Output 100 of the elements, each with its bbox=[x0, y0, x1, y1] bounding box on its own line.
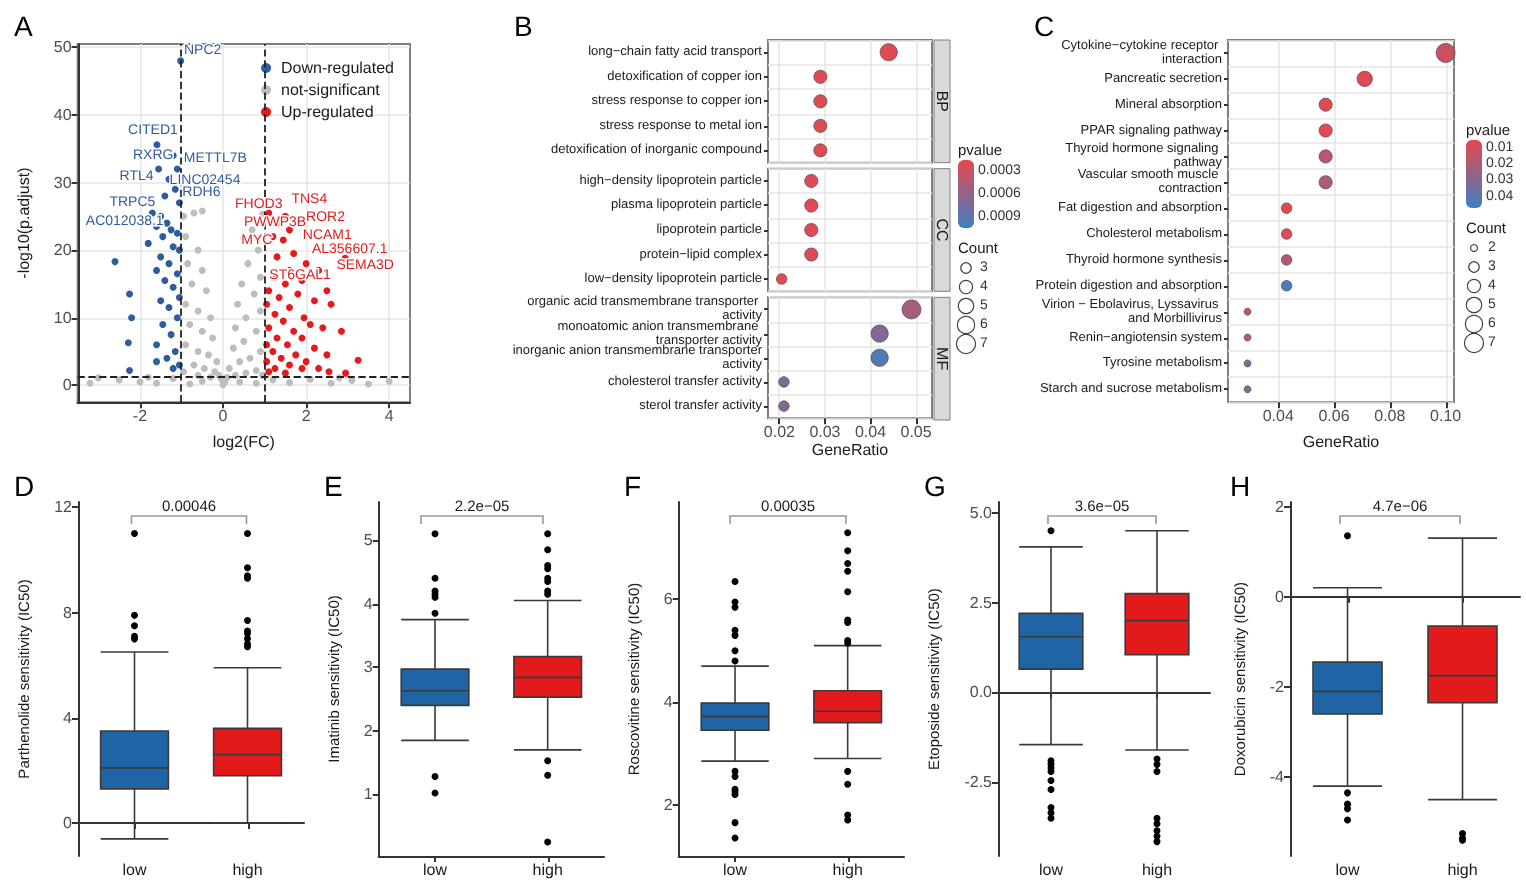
y-tick-label: 12 bbox=[54, 498, 74, 517]
point bbox=[111, 258, 119, 266]
point bbox=[153, 141, 161, 149]
y-tick-label: 2 bbox=[363, 721, 374, 740]
x-tick-label: 0.10 bbox=[1430, 407, 1463, 426]
point bbox=[273, 253, 281, 261]
chart-title: H bbox=[1230, 470, 1251, 502]
point bbox=[265, 368, 273, 376]
x-tick-label: -2 bbox=[132, 407, 149, 426]
point bbox=[275, 293, 283, 301]
x-tick-label: 0.06 bbox=[1318, 407, 1351, 426]
x-axis-title: GeneRatio bbox=[811, 441, 890, 459]
point bbox=[298, 364, 306, 372]
x-tick-label: low bbox=[1335, 861, 1360, 879]
point bbox=[126, 366, 134, 374]
point bbox=[277, 354, 285, 362]
y-tick-label: 4 bbox=[363, 594, 374, 613]
y-tick-label: 2 bbox=[663, 795, 674, 814]
legend-label: Down-regulated bbox=[281, 59, 395, 77]
y-tick-label: 2.5 bbox=[969, 593, 994, 612]
point bbox=[126, 290, 134, 298]
point bbox=[292, 351, 300, 359]
y-tick-label: 30 bbox=[53, 173, 73, 192]
point bbox=[310, 344, 318, 352]
point bbox=[269, 348, 277, 356]
chart-title: D bbox=[14, 470, 35, 502]
x-tick-label: high bbox=[832, 861, 863, 879]
point bbox=[163, 354, 171, 362]
x-tick-label: 4 bbox=[384, 407, 395, 426]
point bbox=[300, 314, 308, 322]
point bbox=[283, 341, 291, 349]
point bbox=[337, 327, 345, 335]
y-tick-label: 20 bbox=[53, 241, 73, 260]
point bbox=[286, 361, 293, 369]
y-tick-label: 2 bbox=[1275, 497, 1286, 516]
y-tick-label: 0.0 bbox=[969, 683, 994, 702]
x-tick-label: high bbox=[1447, 861, 1478, 879]
point bbox=[144, 239, 152, 247]
point bbox=[286, 304, 293, 312]
y-tick-label: -2 bbox=[1269, 677, 1286, 696]
x-tick-label: 0.03 bbox=[809, 423, 842, 442]
y-tick-label: 10 bbox=[53, 308, 73, 327]
x-tick-label: 0 bbox=[218, 407, 229, 426]
point bbox=[169, 243, 177, 251]
x-tick-label: high bbox=[532, 861, 563, 879]
point bbox=[165, 260, 173, 268]
point bbox=[290, 250, 298, 258]
y-tick-label: -2.5 bbox=[964, 773, 994, 792]
annotation: BP bbox=[933, 90, 951, 113]
y-tick-label: 8 bbox=[63, 603, 74, 622]
y-tick-label: 0 bbox=[1275, 587, 1286, 606]
point bbox=[302, 260, 310, 268]
point bbox=[271, 310, 279, 318]
point bbox=[325, 368, 333, 376]
legend-label: not-significant bbox=[281, 81, 382, 99]
point bbox=[169, 364, 177, 372]
point bbox=[342, 369, 350, 377]
point bbox=[159, 320, 167, 328]
y-tick-label: 6 bbox=[663, 590, 674, 609]
point bbox=[171, 348, 179, 356]
point bbox=[271, 364, 279, 372]
point bbox=[323, 351, 331, 359]
point bbox=[315, 364, 323, 372]
point bbox=[153, 266, 161, 274]
x-tick-label: 0.02 bbox=[763, 423, 797, 442]
point bbox=[327, 300, 335, 308]
point bbox=[279, 236, 287, 244]
legend-label: Up-regulated bbox=[281, 103, 374, 121]
x-axis-title: GeneRatio bbox=[1302, 433, 1381, 451]
point bbox=[290, 327, 298, 335]
point bbox=[153, 358, 161, 366]
point bbox=[173, 314, 181, 322]
y-tick-label: 4 bbox=[63, 708, 74, 727]
x-tick-label: 0.05 bbox=[900, 423, 933, 442]
x-tick-label: low bbox=[423, 861, 448, 879]
x-tick-label: high bbox=[1141, 861, 1173, 879]
y-tick-label: 0 bbox=[62, 376, 73, 395]
point bbox=[294, 290, 302, 298]
y-tick-label: 50 bbox=[53, 38, 73, 57]
point bbox=[265, 287, 273, 295]
point bbox=[173, 270, 181, 278]
y-tick-label: 40 bbox=[53, 105, 73, 124]
x-axis-title: log2(FC) bbox=[212, 433, 276, 451]
point bbox=[167, 226, 175, 234]
annotation: CC bbox=[933, 218, 951, 242]
y-tick-label: 5.0 bbox=[969, 503, 994, 522]
x-tick-label: 0.04 bbox=[854, 423, 888, 442]
chart-title: G bbox=[924, 470, 946, 502]
y-tick-label: 0 bbox=[63, 814, 74, 833]
x-tick-label: low bbox=[1038, 861, 1064, 879]
point bbox=[128, 314, 136, 322]
point bbox=[319, 324, 327, 332]
point bbox=[124, 339, 132, 347]
chart-title: A bbox=[14, 10, 34, 42]
point bbox=[306, 320, 314, 328]
point bbox=[323, 287, 331, 295]
x-tick-label: 0.04 bbox=[1262, 407, 1295, 426]
x-tick-label: high bbox=[232, 861, 263, 879]
y-tick-label: 4 bbox=[663, 693, 674, 712]
annotation: MF bbox=[933, 347, 951, 371]
